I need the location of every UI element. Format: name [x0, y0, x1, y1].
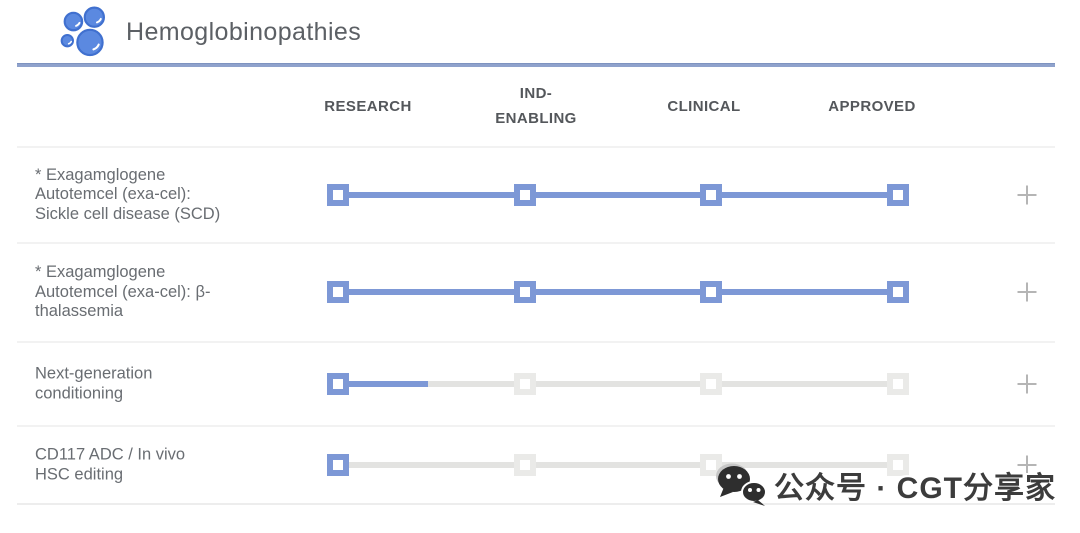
column-header-ind-enabling: IND- ENABLING	[495, 85, 577, 127]
row-divider	[17, 425, 1055, 427]
expand-plus-icon[interactable]	[1015, 453, 1039, 477]
expand-plus-icon[interactable]	[1015, 183, 1039, 207]
stage-marker-approved	[887, 183, 909, 206]
track-line-progress	[338, 381, 428, 387]
program-label: Next-generation conditioning	[35, 364, 153, 403]
pipeline-track	[327, 281, 909, 303]
stage-marker-ind-enabling	[513, 281, 536, 303]
pipeline-track	[327, 373, 909, 395]
row-divider	[17, 341, 1055, 343]
column-header-clinical: CLINICAL	[667, 97, 741, 115]
pipeline-row: CD117 ADC / In vivo HSC editing	[0, 427, 1080, 503]
pipeline-row: Next-generation conditioning	[0, 343, 1080, 425]
track-line-progress	[338, 289, 898, 295]
pipeline-track	[327, 183, 909, 206]
stage-marker-clinical	[700, 183, 723, 206]
stage-marker-approved	[887, 281, 909, 303]
stage-marker-approved	[887, 454, 909, 476]
stage-marker-approved	[887, 373, 909, 395]
pipeline-track	[327, 454, 909, 476]
row-divider	[17, 503, 1055, 505]
track-line-progress	[338, 191, 898, 198]
stage-marker-ind-enabling	[513, 183, 536, 206]
row-divider	[17, 242, 1055, 244]
stage-marker-clinical	[700, 454, 723, 476]
program-label: CD117 ADC / In vivo HSC editing	[35, 445, 186, 484]
watermark: 公众号 · CGT分享家	[712, 460, 1056, 510]
stage-marker-research	[327, 281, 349, 303]
watermark-text: 公众号 · CGT分享家	[774, 472, 1056, 505]
wechat-icon	[716, 463, 767, 506]
stage-column-headers: RESEARCH IND- ENABLING CLINICAL APPROVED	[0, 66, 1080, 146]
track-line-inactive	[338, 462, 898, 468]
program-label: * Exagamglogene Autotemcel (exa-cel): Si…	[35, 165, 221, 223]
stage-marker-research	[327, 183, 349, 206]
program-label: * Exagamglogene Autotemcel (exa-cel): β-…	[35, 262, 211, 320]
stage-marker-research	[327, 454, 349, 476]
page-title: Hemoglobinopathies	[126, 17, 362, 46]
expand-plus-icon[interactable]	[1015, 280, 1039, 304]
track-line-inactive	[338, 381, 898, 387]
expand-plus-icon[interactable]	[1015, 372, 1039, 396]
column-header-research: RESEARCH	[324, 97, 412, 115]
header-divider	[17, 63, 1055, 67]
row-divider	[17, 146, 1055, 148]
column-header-approved: APPROVED	[828, 97, 916, 115]
stage-marker-ind-enabling	[513, 373, 536, 395]
stage-marker-ind-enabling	[513, 454, 536, 476]
pipeline-row: * Exagamglogene Autotemcel (exa-cel): Si…	[0, 147, 1080, 242]
section-header: Hemoglobinopathies	[56, 2, 361, 62]
cells-icon	[60, 6, 105, 57]
pipeline-row: * Exagamglogene Autotemcel (exa-cel): β-…	[0, 244, 1080, 340]
stage-marker-clinical	[700, 281, 723, 303]
stage-marker-research	[327, 373, 349, 395]
stage-marker-clinical	[700, 373, 723, 395]
